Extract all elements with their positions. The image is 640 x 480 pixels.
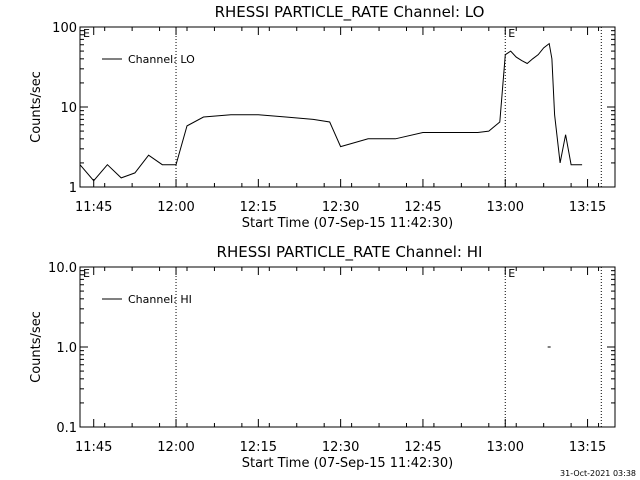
y-tick-label: 100 <box>52 21 77 36</box>
x-axis-label: Start Time (07-Sep-15 11:42:30) <box>242 216 453 231</box>
y-tick-label: 1 <box>69 181 77 196</box>
event-marker-label: E <box>83 267 90 280</box>
y-tick-label: 0.1 <box>56 421 77 436</box>
x-tick-label: 11:45 <box>75 200 112 215</box>
x-tick-label: 11:45 <box>75 440 112 455</box>
y-tick-label: 10 <box>60 101 77 116</box>
series-line <box>79 42 583 182</box>
event-marker-label: E <box>508 267 515 280</box>
y-tick-label: 1.0 <box>56 341 77 356</box>
x-tick-label: 12:00 <box>157 440 194 455</box>
legend-label: Channel: LO <box>128 53 195 66</box>
x-tick-label: 12:15 <box>240 200 277 215</box>
chart-title: RHESSI PARTICLE_RATE Channel: LO <box>215 3 485 22</box>
x-axis-label: Start Time (07-Sep-15 11:42:30) <box>242 456 453 471</box>
x-tick-label: 13:15 <box>569 440 606 455</box>
event-marker-label: E <box>83 27 90 40</box>
chart-title: RHESSI PARTICLE_RATE Channel: HI <box>217 243 483 262</box>
x-tick-label: 12:45 <box>404 200 441 215</box>
legend-label: Channel: HI <box>128 293 192 306</box>
y-axis-label: Counts/sec <box>29 71 44 143</box>
x-tick-label: 13:00 <box>487 200 524 215</box>
x-tick-label: 12:00 <box>157 200 194 215</box>
x-tick-label: 13:15 <box>569 200 606 215</box>
y-tick-label: 10.0 <box>48 261 77 276</box>
footer-timestamp: 31-Oct-2021 03:38 <box>560 469 636 478</box>
x-tick-label: 12:45 <box>404 440 441 455</box>
plot-frame <box>79 266 616 428</box>
hi-channel-panel: RHESSI PARTICLE_RATE Channel: HI Start T… <box>29 243 616 471</box>
x-tick-label: 12:30 <box>322 200 359 215</box>
lo-channel-panel: RHESSI PARTICLE_RATE Channel: LO Start T… <box>29 3 616 231</box>
event-marker-label: E <box>508 27 515 40</box>
y-axis-label: Counts/sec <box>29 311 44 383</box>
x-tick-label: 12:30 <box>322 440 359 455</box>
x-tick-label: 13:00 <box>487 440 524 455</box>
x-tick-label: 12:15 <box>240 440 277 455</box>
